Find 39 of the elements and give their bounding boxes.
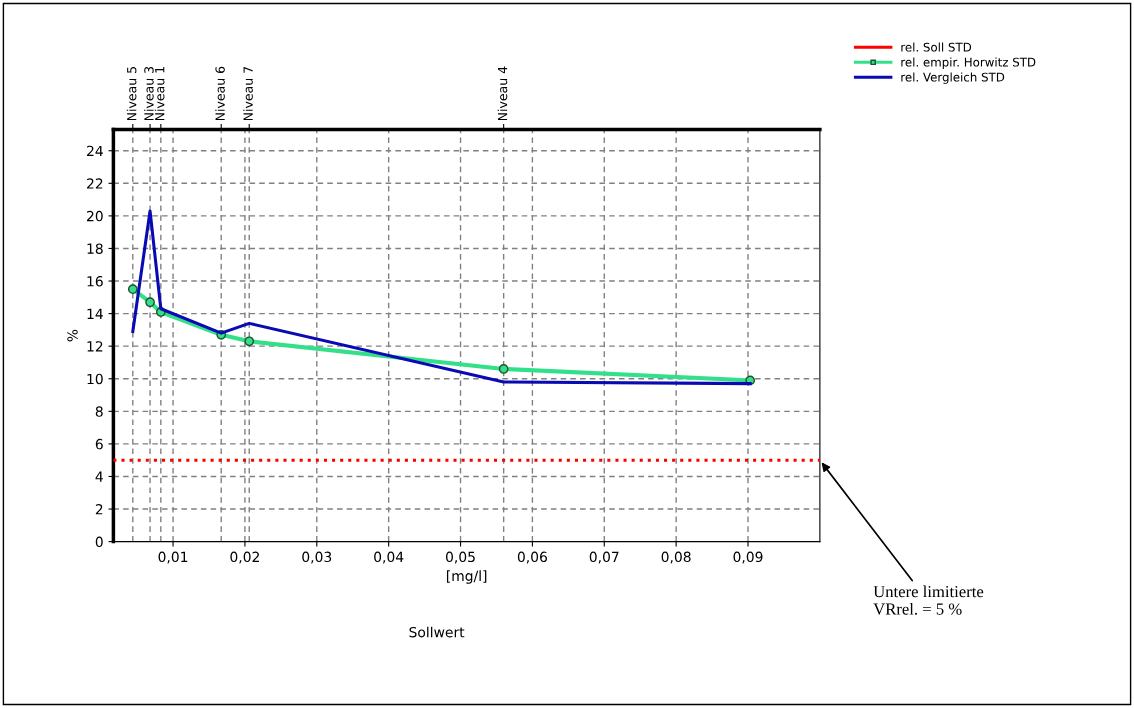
- y-tick-label: 0: [95, 536, 103, 548]
- point: [127, 284, 138, 295]
- y-tick-label: 10: [87, 373, 103, 385]
- y-tick-label: 20: [87, 210, 103, 222]
- ref-line-label: Niveau 5: [126, 66, 137, 121]
- y-tick-label: 14: [87, 308, 103, 319]
- x-tick-label: 0,02: [230, 551, 259, 564]
- y-tick-label: 22: [87, 178, 103, 189]
- y-tick-label: 16: [87, 276, 103, 287]
- x-tick-label: 0,07: [589, 551, 619, 564]
- y-tick-label: 18: [87, 243, 103, 254]
- x-tick-label: 0,05: [445, 551, 475, 564]
- y-tick-label: 4: [95, 471, 103, 482]
- point: [145, 297, 155, 308]
- x-tick-label: 0,04: [374, 551, 404, 564]
- point: [498, 364, 509, 374]
- y-tick-label: 12: [87, 341, 103, 352]
- ref-line-label: Niveau 3: [144, 66, 154, 121]
- ref-line-label: Niveau 4: [497, 66, 508, 121]
- y-tick-label: 2: [95, 504, 103, 515]
- y-tick-label: 8: [95, 406, 103, 417]
- ref-line-label: Niveau 6: [215, 66, 225, 121]
- legend-label: rel. Soll STD: [901, 42, 972, 52]
- x-tick-label: 0,08: [661, 551, 691, 564]
- legend-label: rel. Vergleich STD: [901, 72, 1005, 84]
- text: Sollwert: [409, 626, 465, 638]
- annotation: Untere limitierte VRrel. = 5 %: [873, 585, 984, 615]
- x-tick-label: 0,01: [158, 551, 188, 564]
- y-tick-label: 6: [95, 438, 103, 450]
- x-tick-label: 0,09: [733, 551, 763, 564]
- x-tick-label: 0,06: [517, 551, 547, 564]
- y-axis-title: %: [67, 329, 78, 342]
- ref-line-label: Niveau 7: [243, 66, 253, 121]
- legend-label: rel. empir. Horwitz STD: [901, 57, 1036, 69]
- x-axis-title: [mg/l]: [446, 570, 487, 584]
- x-tick-label: 0,03: [302, 551, 332, 564]
- point: [244, 336, 255, 347]
- ref-line-label: Niveau 1: [154, 67, 165, 121]
- y-tick-label: 24: [87, 145, 103, 157]
